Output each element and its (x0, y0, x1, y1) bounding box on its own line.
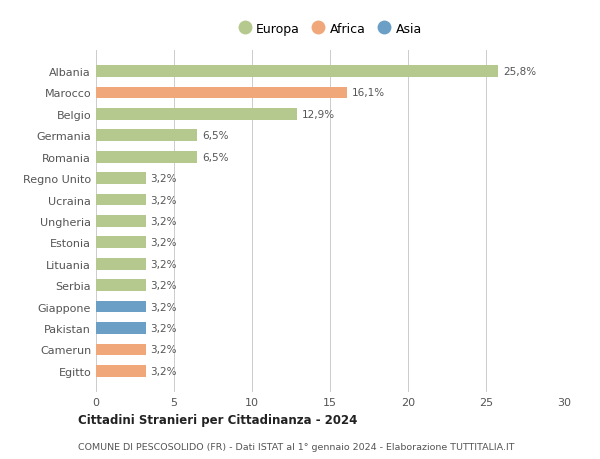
Text: 3,2%: 3,2% (151, 345, 177, 355)
Text: 6,5%: 6,5% (202, 152, 229, 162)
Text: 6,5%: 6,5% (202, 131, 229, 141)
Text: 3,2%: 3,2% (151, 174, 177, 184)
Bar (96, 237, 146, 249)
Bar (96, 109, 297, 121)
Bar (96, 258, 146, 270)
Legend: Europa, Africa, Asia: Europa, Africa, Asia (238, 22, 422, 35)
Text: 3,2%: 3,2% (151, 280, 177, 291)
Text: 3,2%: 3,2% (151, 259, 177, 269)
Text: 3,2%: 3,2% (151, 302, 177, 312)
Bar (96, 66, 499, 78)
Text: 12,9%: 12,9% (302, 110, 335, 120)
Bar (96, 173, 146, 185)
Text: 3,2%: 3,2% (151, 238, 177, 248)
Text: 16,1%: 16,1% (352, 88, 385, 98)
Text: COMUNE DI PESCOSOLIDO (FR) - Dati ISTAT al 1° gennaio 2024 - Elaborazione TUTTIT: COMUNE DI PESCOSOLIDO (FR) - Dati ISTAT … (78, 442, 515, 451)
Text: 3,2%: 3,2% (151, 323, 177, 333)
Bar (96, 344, 146, 356)
Text: 3,2%: 3,2% (151, 195, 177, 205)
Bar (96, 301, 146, 313)
Bar (96, 151, 197, 163)
Text: 25,8%: 25,8% (503, 67, 536, 77)
Bar (96, 365, 146, 377)
Bar (96, 87, 347, 99)
Text: Cittadini Stranieri per Cittadinanza - 2024: Cittadini Stranieri per Cittadinanza - 2… (78, 413, 358, 426)
Bar (96, 280, 146, 291)
Bar (96, 130, 197, 142)
Bar (96, 322, 146, 334)
Bar (96, 216, 146, 227)
Text: 3,2%: 3,2% (151, 366, 177, 376)
Bar (96, 194, 146, 206)
Text: 3,2%: 3,2% (151, 217, 177, 226)
